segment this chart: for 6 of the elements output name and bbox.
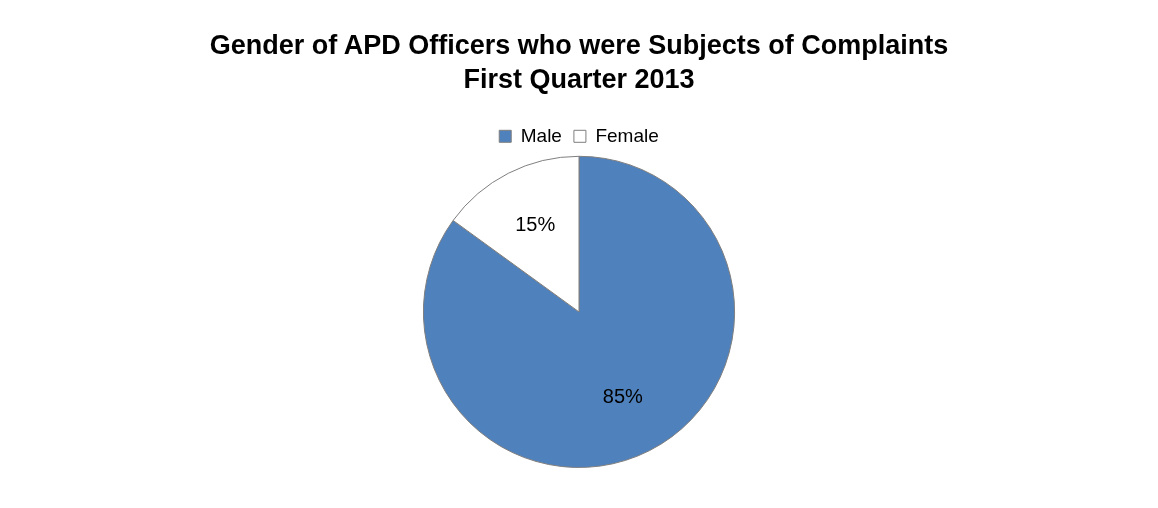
data-label: 85%: [602, 385, 644, 408]
chart-subtitle: First Quarter 2013: [463, 64, 695, 95]
legend-label: Male: [520, 124, 562, 146]
chart-title: Gender of APD Officers who were Subjects of Complaints: [209, 29, 949, 60]
data-label: 15%: [515, 213, 556, 236]
legend-label: Female: [595, 124, 659, 146]
